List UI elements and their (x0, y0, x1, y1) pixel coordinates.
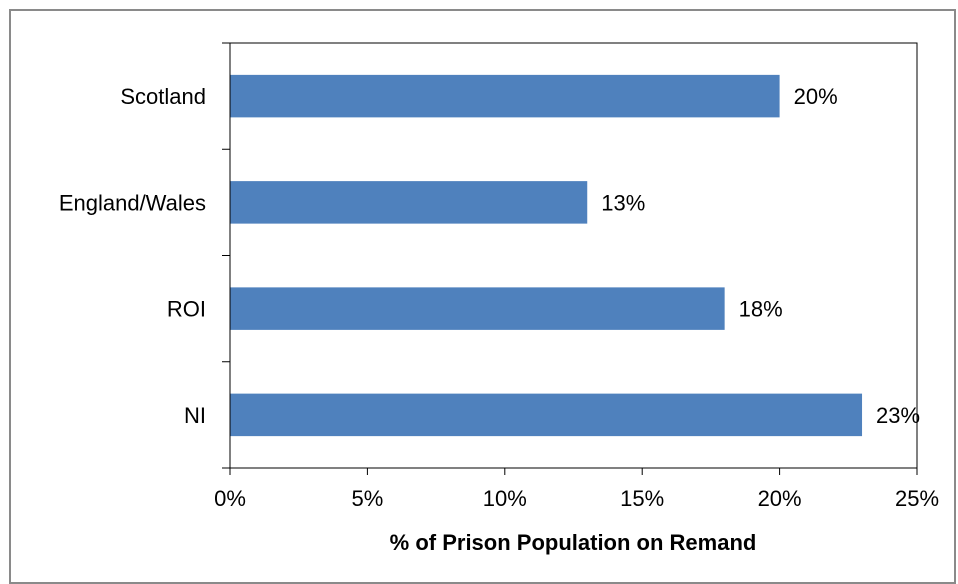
x-axis-title: % of Prison Population on Remand (390, 530, 757, 555)
bar-ni (230, 393, 863, 437)
x-tick-label: 15% (620, 486, 664, 511)
x-tick-label: 10% (483, 486, 527, 511)
data-label: 23% (876, 403, 920, 428)
category-label: Scotland (120, 84, 206, 109)
ticks-layer (222, 42, 918, 475)
category-label: England/Wales (59, 190, 206, 215)
data-label: 20% (794, 84, 838, 109)
x-tick-label: 25% (895, 486, 939, 511)
category-label: NI (184, 403, 206, 428)
data-label: 13% (601, 190, 645, 215)
category-label: ROI (167, 297, 206, 322)
labels-layer: Scotland 20% England/Wales 13% ROI 18% NI 23% 0%… (59, 84, 939, 511)
bars-layer (230, 74, 863, 437)
data-label: 18% (739, 297, 783, 322)
x-tick-label: 0% (214, 486, 246, 511)
x-tick-label: 20% (758, 486, 802, 511)
bar-england-wales (230, 181, 588, 224)
bar-roi (230, 287, 725, 330)
x-tick-label: 5% (352, 486, 384, 511)
bar-scotland (230, 74, 780, 118)
